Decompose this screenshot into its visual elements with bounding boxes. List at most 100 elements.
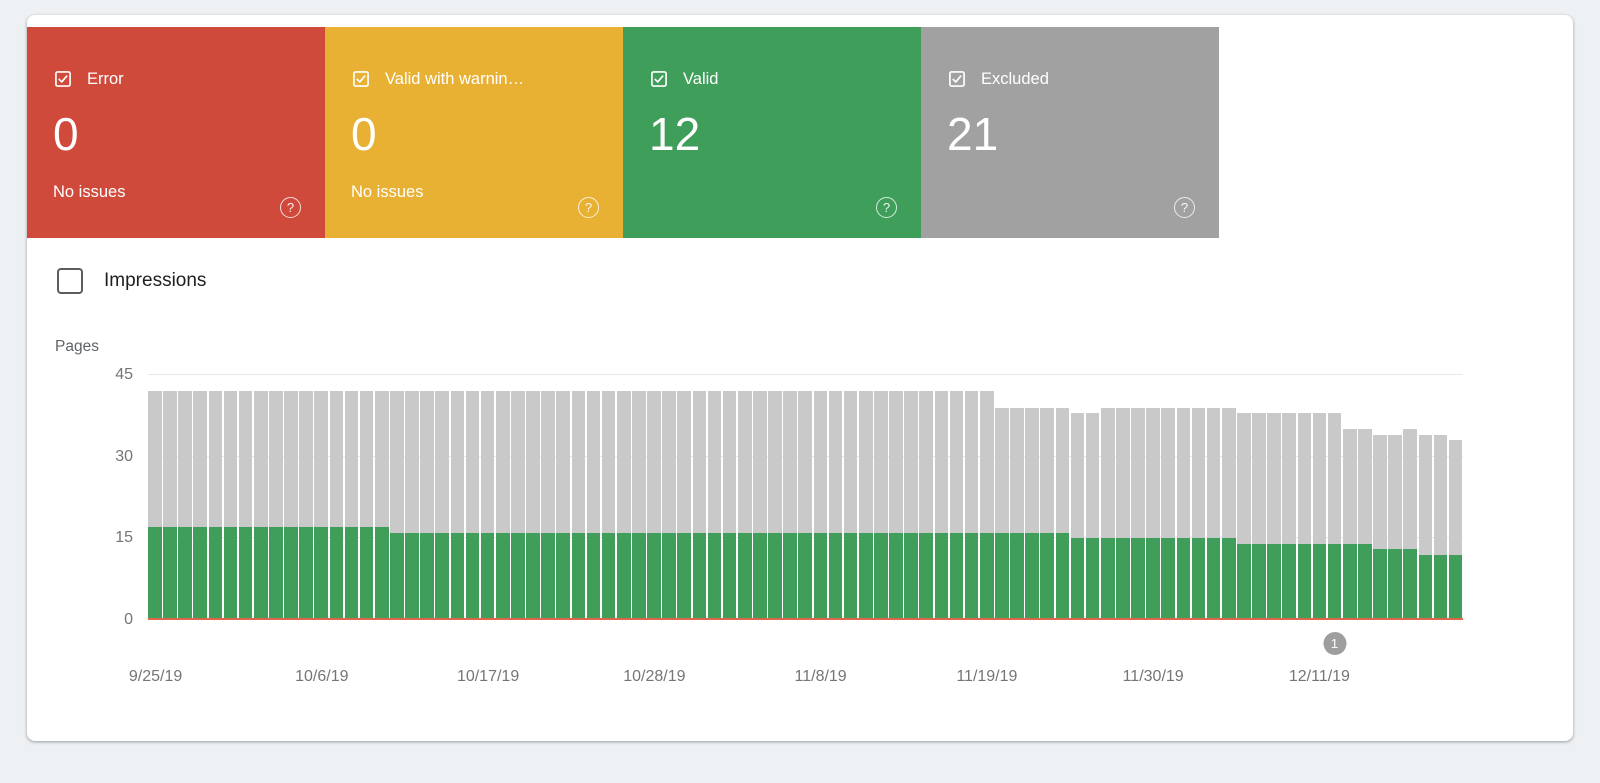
bar-10/28/19[interactable] — [647, 375, 661, 620]
bar-10/22/19[interactable] — [556, 375, 570, 620]
impressions-checkbox[interactable] — [57, 268, 83, 294]
checkbox-checked-icon[interactable] — [947, 69, 967, 89]
checkbox-checked-icon[interactable] — [53, 69, 73, 89]
bar-9/29/19[interactable] — [208, 375, 223, 620]
bar-11/4/19[interactable] — [753, 375, 767, 620]
bar-10/12/19[interactable] — [405, 375, 419, 620]
bar-11/23/19[interactable] — [1040, 375, 1054, 620]
bar-11/19/19[interactable] — [979, 375, 994, 620]
bar-12/11/19[interactable] — [1312, 375, 1327, 620]
bar-10/24/19[interactable] — [586, 375, 601, 620]
bar-11/14/19[interactable] — [904, 375, 918, 620]
bar-12/13/19[interactable] — [1342, 375, 1357, 620]
bar-undefined[interactable] — [1448, 375, 1463, 620]
bar-12/16/19[interactable] — [1388, 375, 1402, 620]
bar-12/5/19[interactable] — [1221, 375, 1236, 620]
bar-10/2/19[interactable] — [253, 375, 268, 620]
bar-12/8/19[interactable] — [1267, 375, 1281, 620]
bar-11/15/19[interactable] — [919, 375, 933, 620]
bar-10/19/19[interactable] — [511, 375, 525, 620]
bar-10/30/19[interactable] — [677, 375, 691, 620]
bar-10/6/19[interactable] — [314, 375, 328, 620]
bar-11/3/19[interactable] — [737, 375, 752, 620]
bar-10/10/19[interactable] — [374, 375, 389, 620]
bar-10/31/19[interactable] — [692, 375, 707, 620]
bar-10/14/19[interactable] — [435, 375, 449, 620]
bar-11/29/19[interactable] — [1131, 375, 1145, 620]
impressions-toggle[interactable]: Impressions — [57, 268, 206, 294]
bar-12/7/19[interactable] — [1252, 375, 1266, 620]
bar-9/26/19[interactable] — [163, 375, 177, 620]
bar-11/8/19[interactable] — [813, 375, 828, 620]
bar-10/27/19[interactable] — [632, 375, 646, 620]
bar-11/22/19[interactable] — [1025, 375, 1039, 620]
bar-10/15/19[interactable] — [450, 375, 465, 620]
bar-10/4/19[interactable] — [284, 375, 298, 620]
bar-12/9/19[interactable] — [1282, 375, 1296, 620]
bar-11/24/19[interactable] — [1055, 375, 1070, 620]
bar-10/7/19[interactable] — [329, 375, 344, 620]
bar-10/25/19[interactable] — [601, 375, 616, 620]
bar-12/2/19[interactable] — [1176, 375, 1191, 620]
bar-12/14/19[interactable] — [1358, 375, 1372, 620]
bar-11/13/19[interactable] — [889, 375, 903, 620]
help-icon[interactable]: ? — [876, 197, 897, 218]
bar-10/29/19[interactable] — [662, 375, 676, 620]
help-icon[interactable]: ? — [578, 197, 599, 218]
status-card-error[interactable]: Error 0 No issues ? — [27, 27, 325, 238]
bar-11/5/19[interactable] — [768, 375, 782, 620]
bar-10/17/19[interactable] — [480, 375, 495, 620]
bar-10/8/19[interactable] — [344, 375, 359, 620]
bar-10/26/19[interactable] — [616, 375, 631, 620]
bar-11/1/19[interactable] — [707, 375, 722, 620]
bar-10/11/19[interactable] — [390, 375, 404, 620]
bar-11/26/19[interactable] — [1085, 375, 1100, 620]
bar-11/9/19[interactable] — [828, 375, 843, 620]
bar-10/1/19[interactable] — [238, 375, 253, 620]
bar-11/27/19[interactable] — [1100, 375, 1115, 620]
bar-11/30/19[interactable] — [1146, 375, 1160, 620]
bar-11/6/19[interactable] — [783, 375, 797, 620]
bar-10/18/19[interactable] — [495, 375, 510, 620]
bar-10/5/19[interactable] — [299, 375, 313, 620]
bar-undefined[interactable] — [1433, 375, 1448, 620]
bar-11/25/19[interactable] — [1070, 375, 1085, 620]
bar-12/12/19[interactable] — [1327, 375, 1342, 620]
bar-12/10/19[interactable] — [1297, 375, 1312, 620]
bar-11/20/19[interactable] — [995, 375, 1009, 620]
bar-12/6/19[interactable] — [1237, 375, 1251, 620]
help-icon[interactable]: ? — [1174, 197, 1195, 218]
bar-12/1/19[interactable] — [1161, 375, 1175, 620]
bar-9/25/19[interactable] — [148, 375, 162, 620]
bar-10/16/19[interactable] — [465, 375, 480, 620]
bar-9/28/19[interactable] — [193, 375, 207, 620]
bar-11/16/19[interactable] — [934, 375, 949, 620]
bar-11/7/19[interactable] — [798, 375, 812, 620]
help-icon[interactable]: ? — [280, 197, 301, 218]
bar-11/18/19[interactable] — [964, 375, 979, 620]
bar-12/4/19[interactable] — [1206, 375, 1221, 620]
bar-10/13/19[interactable] — [420, 375, 434, 620]
bar-11/28/19[interactable] — [1116, 375, 1130, 620]
checkbox-checked-icon[interactable] — [649, 69, 669, 89]
bar-10/3/19[interactable] — [269, 375, 283, 620]
bar-12/17/19[interactable] — [1403, 375, 1417, 620]
bar-9/30/19[interactable] — [223, 375, 238, 620]
bar-12/18/19[interactable] — [1418, 375, 1433, 620]
bar-12/15/19[interactable] — [1373, 375, 1387, 620]
bar-9/27/19[interactable] — [178, 375, 192, 620]
bar-10/9/19[interactable] — [359, 375, 374, 620]
bar-11/17/19[interactable] — [949, 375, 964, 620]
bar-10/23/19[interactable] — [571, 375, 586, 620]
status-card-excluded[interactable]: Excluded 21 ? — [921, 27, 1219, 238]
bar-11/2/19[interactable] — [722, 375, 737, 620]
chart-marker[interactable]: 1 — [1323, 632, 1347, 655]
bar-10/21/19[interactable] — [541, 375, 555, 620]
bar-12/3/19[interactable] — [1191, 375, 1206, 620]
bar-11/11/19[interactable] — [858, 375, 873, 620]
bar-11/21/19[interactable] — [1010, 375, 1024, 620]
status-card-valid[interactable]: Valid 12 ? — [623, 27, 921, 238]
checkbox-checked-icon[interactable] — [351, 69, 371, 89]
bar-11/12/19[interactable] — [874, 375, 888, 620]
bar-10/20/19[interactable] — [526, 375, 540, 620]
